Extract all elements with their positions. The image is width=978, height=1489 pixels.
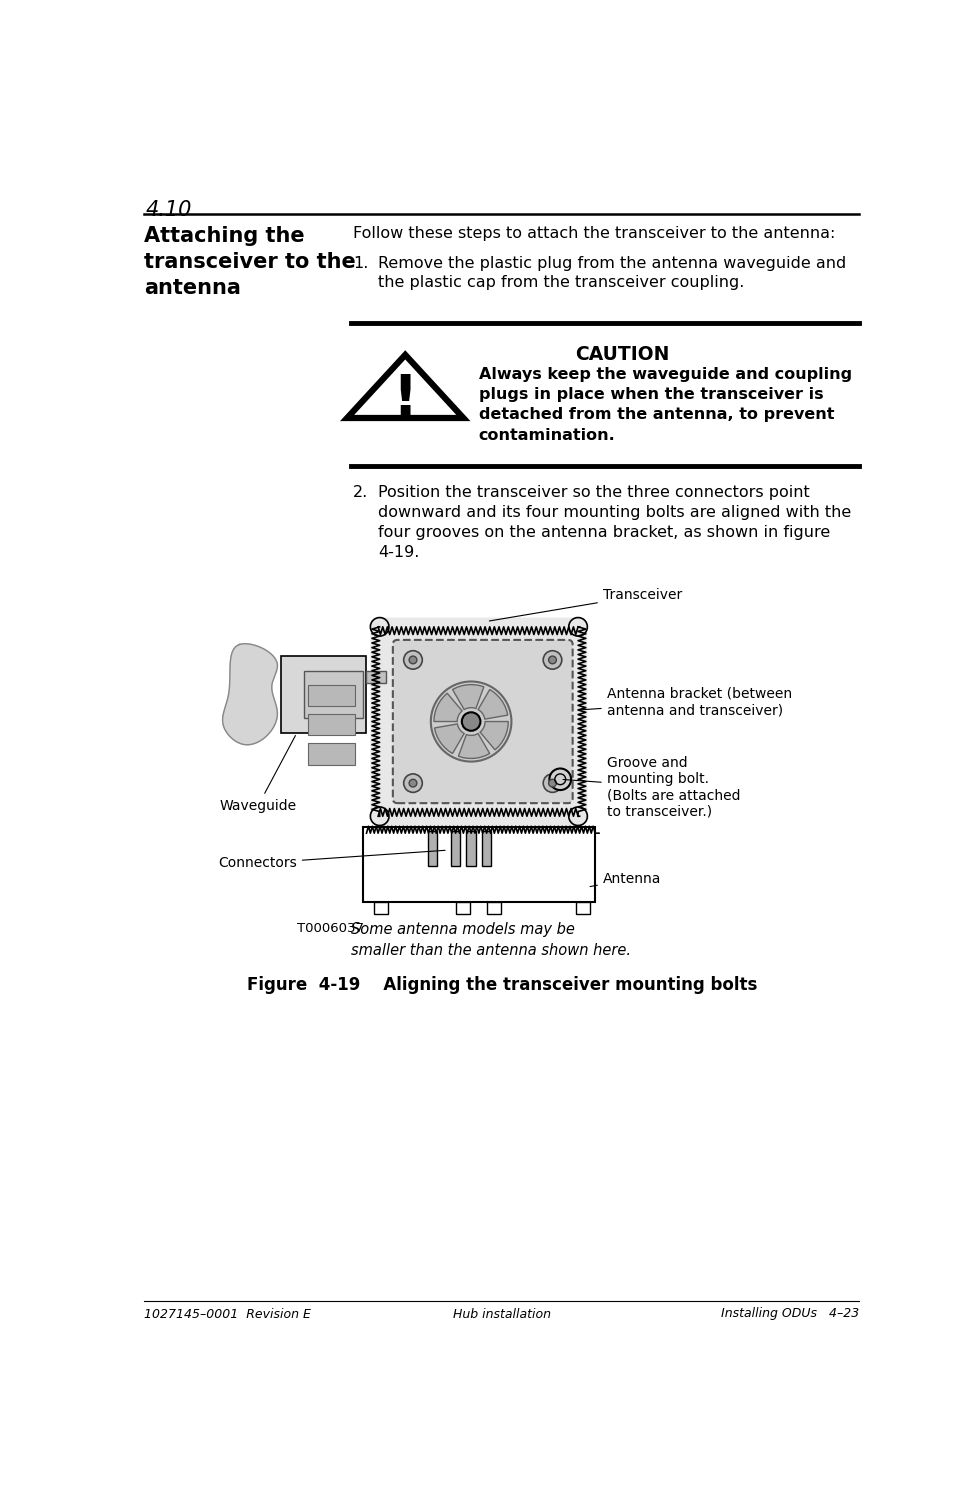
FancyBboxPatch shape — [281, 657, 366, 733]
Text: Position the transceiver so the three connectors point
downward and its four mou: Position the transceiver so the three co… — [378, 485, 851, 560]
FancyBboxPatch shape — [308, 685, 354, 706]
Circle shape — [409, 657, 417, 664]
Text: T0006037: T0006037 — [296, 922, 364, 935]
Text: Connectors: Connectors — [218, 850, 445, 870]
FancyBboxPatch shape — [362, 826, 595, 902]
FancyBboxPatch shape — [427, 831, 436, 865]
Circle shape — [543, 651, 561, 669]
FancyBboxPatch shape — [370, 618, 587, 825]
FancyBboxPatch shape — [575, 902, 589, 914]
Text: Waveguide: Waveguide — [219, 736, 296, 813]
Polygon shape — [452, 685, 483, 710]
Polygon shape — [433, 694, 462, 722]
Text: Remove the plastic plug from the antenna waveguide and
the plastic cap from the : Remove the plastic plug from the antenna… — [378, 256, 846, 290]
FancyBboxPatch shape — [455, 902, 469, 914]
Circle shape — [462, 712, 480, 731]
Circle shape — [409, 779, 417, 788]
Text: !: ! — [392, 372, 418, 426]
Text: 2.: 2. — [353, 485, 368, 500]
Polygon shape — [477, 689, 508, 719]
Text: 4.10: 4.10 — [146, 200, 192, 220]
Text: 1027145–0001  Revision E: 1027145–0001 Revision E — [144, 1307, 311, 1321]
Text: Figure  4-19    Aligning the transceiver mounting bolts: Figure 4-19 Aligning the transceiver mou… — [246, 975, 757, 993]
Circle shape — [430, 682, 511, 761]
Circle shape — [548, 657, 556, 664]
Text: Antenna bracket (between
antenna and transceiver): Antenna bracket (between antenna and tra… — [580, 686, 791, 718]
FancyBboxPatch shape — [308, 743, 354, 765]
Circle shape — [549, 768, 570, 791]
FancyBboxPatch shape — [486, 902, 500, 914]
Text: Antenna: Antenna — [590, 871, 660, 886]
Polygon shape — [222, 643, 277, 744]
FancyBboxPatch shape — [481, 831, 491, 865]
Text: Installing ODUs   4–23: Installing ODUs 4–23 — [721, 1307, 859, 1321]
Text: Always keep the waveguide and coupling
plugs in place when the transceiver is
de: Always keep the waveguide and coupling p… — [478, 366, 851, 442]
Text: Hub installation: Hub installation — [453, 1307, 551, 1321]
Polygon shape — [458, 734, 489, 758]
FancyBboxPatch shape — [392, 640, 572, 803]
Polygon shape — [479, 722, 508, 750]
FancyBboxPatch shape — [366, 672, 385, 683]
FancyBboxPatch shape — [466, 831, 475, 865]
Text: 1.: 1. — [353, 256, 369, 271]
Text: CAUTION: CAUTION — [574, 345, 669, 363]
Circle shape — [543, 774, 561, 792]
Text: Attaching the
transceiver to the
antenna: Attaching the transceiver to the antenna — [144, 226, 355, 298]
Text: Follow these steps to attach the transceiver to the antenna:: Follow these steps to attach the transce… — [353, 226, 835, 241]
Text: Groove and
mounting bolt.
(Bolts are attached
to transceiver.): Groove and mounting bolt. (Bolts are att… — [562, 756, 739, 819]
Circle shape — [403, 651, 422, 669]
FancyBboxPatch shape — [374, 902, 388, 914]
Polygon shape — [434, 724, 464, 753]
Circle shape — [548, 779, 556, 788]
Circle shape — [403, 774, 422, 792]
FancyBboxPatch shape — [308, 713, 354, 736]
FancyBboxPatch shape — [451, 831, 460, 865]
FancyBboxPatch shape — [304, 672, 362, 718]
Text: Transceiver: Transceiver — [489, 588, 682, 621]
Text: Some antenna models may be
smaller than the antenna shown here.: Some antenna models may be smaller than … — [351, 922, 631, 957]
